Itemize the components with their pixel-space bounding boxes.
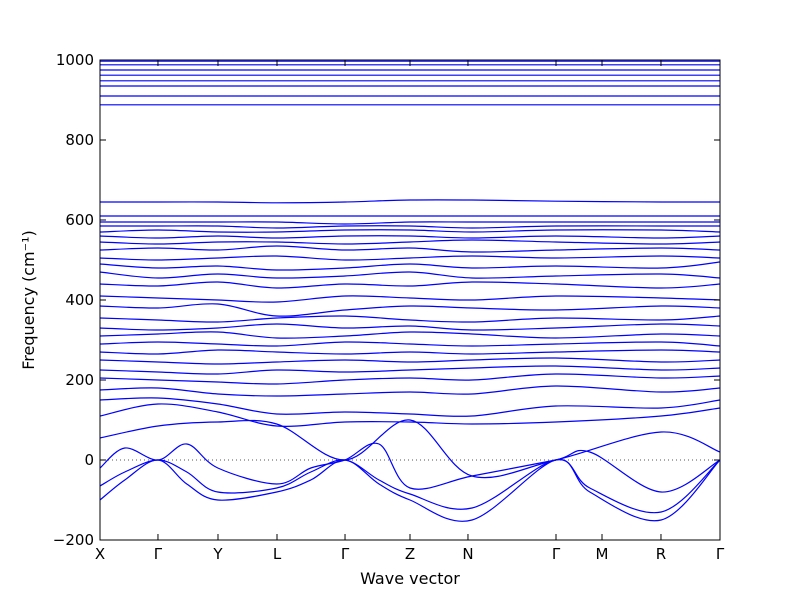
- y-tick-label: 600: [65, 211, 94, 229]
- y-axis-ticks: −200 0 200 400 600 800 1000: [53, 51, 720, 549]
- optical-branch-26: [99, 199, 721, 204]
- y-tick-label: 400: [65, 291, 94, 309]
- acoustic-branch-1: [99, 458, 721, 522]
- optical-branch-16: [99, 271, 721, 279]
- x-tick-label: Γ: [716, 545, 725, 563]
- optical-branch-23: [100, 225, 720, 229]
- x-tick-label: L: [273, 545, 282, 563]
- optical-branch-11: [99, 323, 721, 331]
- y-tick-label: 200: [65, 371, 94, 389]
- x-tick-label: R: [656, 545, 666, 563]
- dispersion-branches: [99, 60, 721, 522]
- optical-branch-2: [99, 403, 721, 427]
- optical-branch-5: [99, 373, 721, 385]
- optical-branch-21: [99, 235, 721, 239]
- optical-branch-4: [99, 385, 721, 397]
- x-tick-label: N: [462, 545, 473, 563]
- optical-branch-10: [99, 331, 721, 339]
- acoustic-branch-3: [99, 442, 721, 493]
- x-tick-label: X: [95, 545, 105, 563]
- y-axis-label: Frequency (cm⁻¹): [19, 230, 38, 369]
- x-tick-label: Y: [212, 545, 223, 563]
- optical-branch-8: [99, 349, 721, 355]
- optical-branch-24: [100, 221, 720, 225]
- optical-branch-17: [99, 261, 721, 271]
- optical-branch-19: [99, 245, 721, 253]
- optical-branch-13: [99, 303, 721, 317]
- x-tick-label: Γ: [341, 545, 350, 563]
- x-tick-label: M: [596, 545, 609, 563]
- optical-branch-22: [99, 229, 721, 233]
- optical-branch-3: [99, 397, 721, 417]
- x-axis-label: Wave vector: [360, 569, 460, 588]
- y-tick-label: −200: [53, 531, 94, 549]
- optical-branch-1: [99, 419, 721, 479]
- plot-frame: [99, 59, 721, 541]
- x-tick-label: Z: [405, 545, 415, 563]
- y-tick-label: 0: [84, 451, 94, 469]
- optical-branch-14: [99, 295, 721, 303]
- optical-branch-12: [99, 315, 721, 323]
- y-tick-label: 800: [65, 131, 94, 149]
- optical-branch-9: [99, 341, 721, 347]
- acoustic-branch-2: [99, 459, 721, 514]
- optical-branch-15: [99, 281, 721, 289]
- optical-branch-20: [99, 239, 721, 245]
- optical-branch-7: [99, 357, 721, 365]
- optical-branch-6: [99, 365, 721, 375]
- optical-branch-18: [99, 255, 721, 261]
- x-tick-label: Γ: [552, 545, 561, 563]
- x-tick-label: Γ: [154, 545, 163, 563]
- y-tick-label: 1000: [56, 51, 94, 69]
